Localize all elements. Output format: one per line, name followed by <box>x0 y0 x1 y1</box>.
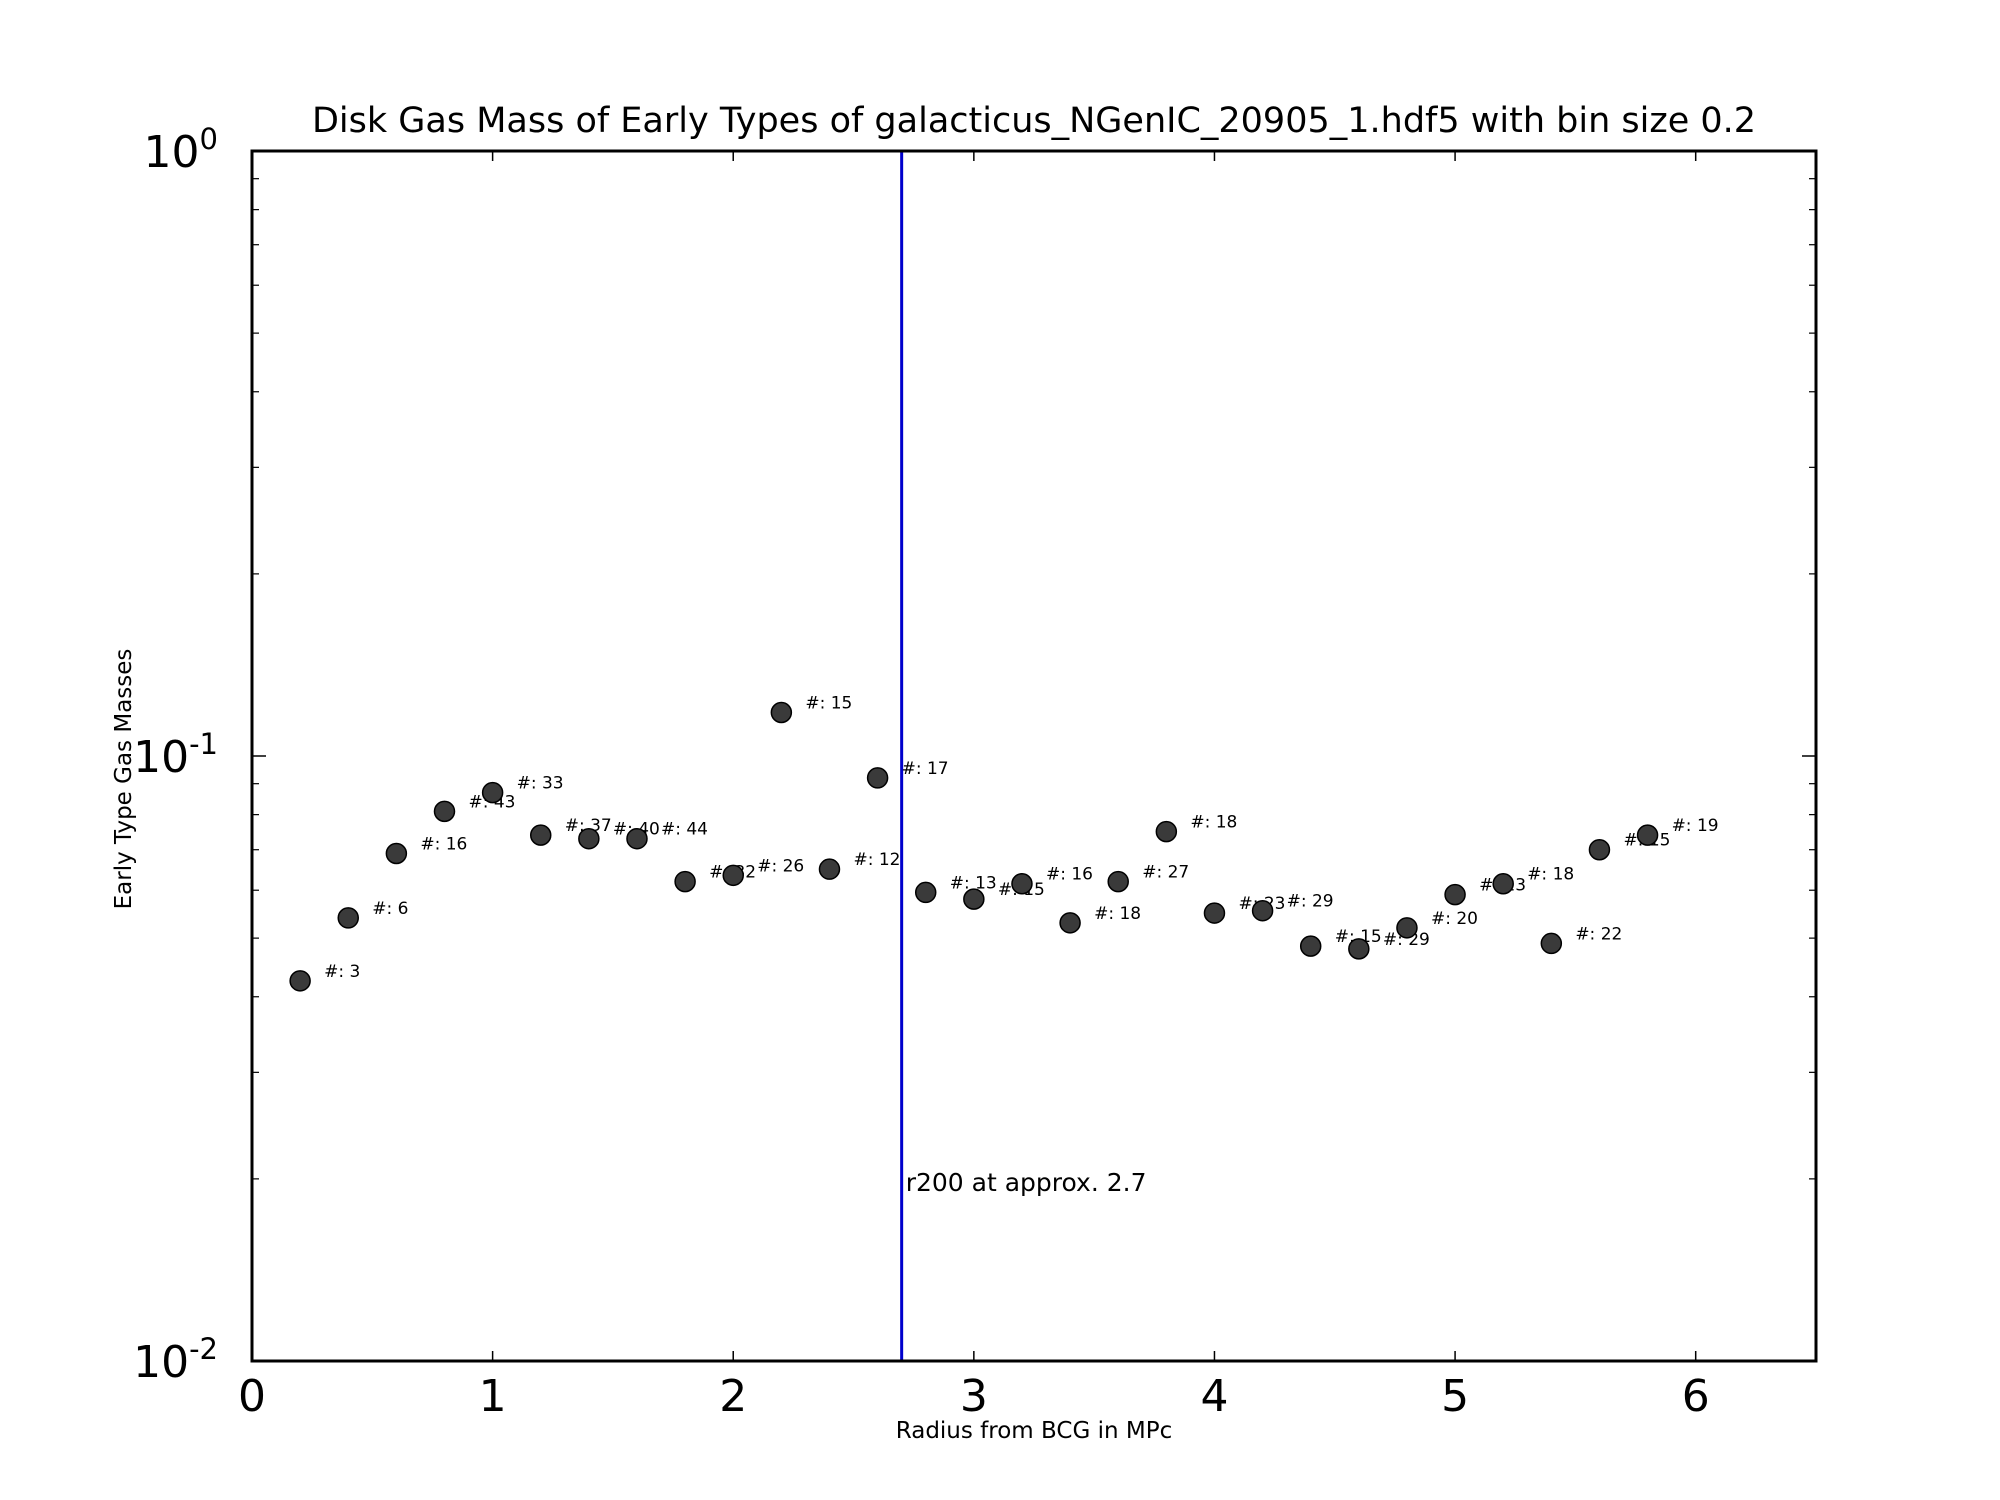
point-label: #: 33 <box>517 774 564 794</box>
data-point <box>433 800 456 823</box>
data-point <box>385 842 408 865</box>
data-point <box>578 827 600 850</box>
x-tick-label: 3 <box>960 1371 988 1422</box>
data-point <box>1444 883 1466 906</box>
data-point <box>1251 899 1274 922</box>
point-label: #: 18 <box>1094 904 1141 924</box>
point-label: #: 19 <box>1672 816 1719 836</box>
data-point <box>914 881 937 904</box>
point-label: #: 3 <box>324 962 360 982</box>
point-label: #: 44 <box>661 820 708 840</box>
x-tick-label: 0 <box>238 1371 266 1422</box>
point-label: #: 18 <box>1190 813 1237 833</box>
data-point <box>1011 872 1033 895</box>
data-point <box>722 864 744 887</box>
data-point <box>674 870 696 893</box>
point-label: #: 16 <box>1046 865 1093 885</box>
x-tick-label: 4 <box>1200 1371 1228 1422</box>
data-point <box>818 858 841 880</box>
y-tick-label: 10-2 <box>133 1332 218 1388</box>
data-point <box>626 827 648 850</box>
x-tick-label: 5 <box>1441 1371 1469 1422</box>
x-axis-label: Radius from BCG in MPc <box>896 1418 1172 1444</box>
y-tick-label: 100 <box>144 122 218 178</box>
point-label: #: 18 <box>1527 865 1574 885</box>
data-point <box>1059 912 1081 934</box>
point-label: #: 20 <box>1431 909 1478 929</box>
data-point <box>1396 917 1418 939</box>
chart-title: Disk Gas Mass of Early Types of galactic… <box>312 101 1756 141</box>
data-point <box>481 781 504 804</box>
point-label: #: 6 <box>372 899 408 919</box>
point-label: #: 29 <box>1383 930 1430 950</box>
r200-annotation: r200 at approx. 2.7 <box>906 1168 1147 1197</box>
point-label: #: 15 <box>805 694 852 714</box>
data-point <box>963 888 985 910</box>
data-point <box>1107 870 1129 893</box>
data-point <box>866 767 889 789</box>
point-label: #: 15 <box>1335 927 1382 947</box>
data-point <box>1203 902 1226 924</box>
data-point <box>1299 935 1322 957</box>
point-label: #: 26 <box>757 856 804 876</box>
data-point <box>337 907 359 929</box>
plot-area: r200 at approx. 2.7#: 3#: 6#: 16#: 43#: … <box>251 150 1816 1362</box>
y-tick-label: 10-1 <box>133 727 218 783</box>
point-label: #: 13 <box>950 873 997 893</box>
data-point <box>1636 824 1659 846</box>
data-point <box>1540 932 1563 955</box>
data-point <box>529 824 552 846</box>
point-label: #: 37 <box>565 816 612 836</box>
data-point <box>1155 820 1178 843</box>
point-label: #: 27 <box>1142 863 1189 883</box>
y-axis-label: Early Type Gas Masses <box>111 649 137 910</box>
x-tick-label: 1 <box>479 1371 507 1422</box>
data-point <box>770 701 793 724</box>
point-label: #: 12 <box>853 850 900 870</box>
point-label: #: 16 <box>420 834 467 854</box>
x-tick-label: 6 <box>1682 1371 1710 1422</box>
point-label: #: 17 <box>902 759 949 779</box>
data-point <box>289 970 311 992</box>
point-label: #: 22 <box>1575 924 1622 944</box>
x-tick-label: 2 <box>719 1371 747 1422</box>
point-label: #: 29 <box>1287 892 1334 912</box>
data-point <box>1588 838 1611 861</box>
data-point <box>1348 938 1370 960</box>
plot-frame <box>250 149 1818 1363</box>
data-point <box>1492 872 1514 895</box>
